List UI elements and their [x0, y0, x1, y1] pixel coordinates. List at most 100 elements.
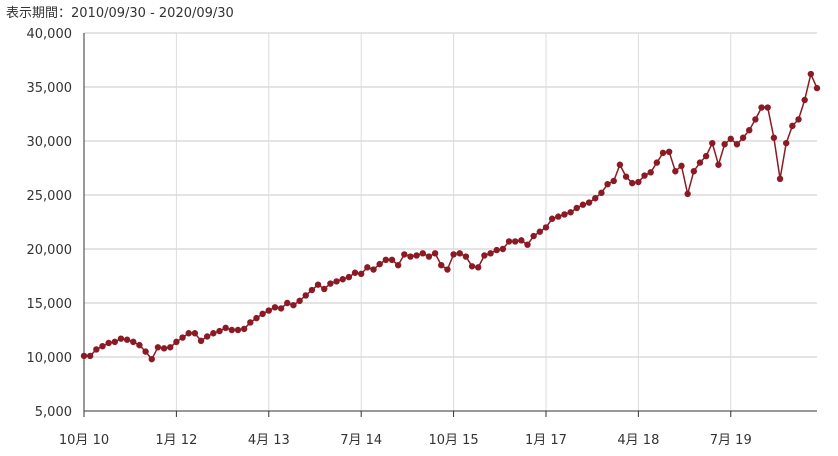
data-point	[413, 252, 420, 259]
data-point	[752, 116, 759, 123]
data-point	[240, 325, 248, 333]
data-point	[770, 134, 778, 141]
data-point	[487, 250, 494, 257]
data-point	[585, 199, 593, 206]
data-point	[339, 276, 346, 283]
data-point	[715, 161, 722, 168]
data-point	[813, 84, 821, 92]
data-point	[807, 70, 815, 78]
display-period-range: 2010/09/30 - 2020/09/30	[71, 6, 234, 21]
data-point	[450, 251, 457, 258]
data-point	[690, 168, 698, 175]
data-point	[555, 213, 562, 220]
data-point	[117, 335, 125, 342]
data-point	[197, 337, 205, 344]
data-point	[271, 304, 279, 311]
data-point	[475, 264, 482, 271]
data-point	[123, 336, 131, 343]
data-point	[641, 172, 648, 179]
data-point	[210, 330, 217, 337]
data-point	[659, 149, 667, 157]
data-point	[789, 122, 796, 130]
data-point	[622, 173, 630, 180]
data-point	[629, 179, 636, 187]
data-point	[468, 263, 476, 270]
data-point	[308, 286, 316, 294]
data-point	[536, 228, 544, 235]
x-tick-label: 7月 14	[340, 433, 382, 448]
data-point	[665, 148, 673, 155]
data-point	[518, 237, 525, 244]
x-tick-label: 1月 17	[525, 433, 567, 448]
y-tick-label: 40,000	[27, 27, 73, 42]
data-point	[542, 224, 550, 231]
data-point	[672, 168, 679, 175]
data-point	[376, 260, 383, 268]
data-point	[234, 326, 242, 334]
data-point	[216, 327, 223, 335]
data-point	[462, 253, 470, 260]
data-point	[351, 269, 359, 276]
data-point	[401, 251, 408, 258]
data-point	[438, 262, 445, 269]
data-point	[247, 319, 254, 326]
data-point	[764, 104, 771, 111]
data-point	[481, 252, 488, 259]
data-point	[783, 139, 790, 147]
data-point	[345, 273, 353, 281]
y-axis-ticks: 5,000 10,000 15,000 20,000 25,000 30,000 35,00…	[27, 27, 73, 420]
data-point	[130, 338, 137, 346]
data-point	[277, 305, 285, 312]
data-point	[111, 338, 118, 346]
data-point	[739, 134, 747, 141]
x-tick-label: 10月 15	[428, 433, 478, 448]
data-point	[653, 159, 661, 166]
y-tick-label: 20,000	[27, 243, 73, 258]
data-point	[228, 326, 236, 334]
data-point	[776, 175, 784, 182]
data-point	[727, 135, 734, 143]
data-point	[419, 250, 426, 257]
data-point	[407, 253, 414, 260]
data-point	[167, 344, 174, 351]
x-axis-ticks: 10月 10 1月 12 4月 13 7月 14 10月 15 1月 17 4月 18 7月 …	[59, 433, 752, 448]
data-point	[99, 343, 106, 350]
data-point	[499, 245, 507, 253]
data-point	[493, 246, 500, 254]
data-point	[524, 241, 531, 248]
data-point	[394, 262, 402, 269]
data-point	[357, 270, 365, 278]
data-point	[179, 334, 186, 341]
data-point	[105, 339, 112, 347]
data-point	[684, 190, 691, 198]
data-point	[222, 324, 229, 332]
x-tick-label: 7月 19	[710, 433, 752, 448]
data-point	[425, 253, 433, 260]
data-point	[259, 310, 266, 317]
data-point	[592, 195, 599, 202]
y-tick-label: 10,000	[27, 351, 73, 366]
data-point	[702, 152, 710, 160]
data-point	[80, 352, 88, 360]
data-point	[548, 215, 556, 222]
data-point	[758, 104, 765, 111]
data-point	[388, 256, 396, 263]
data-point	[733, 141, 741, 148]
data-point	[598, 189, 605, 197]
data-point	[567, 209, 574, 216]
data-point	[160, 345, 168, 352]
data-point	[154, 344, 162, 351]
data-point	[444, 266, 451, 273]
x-tick-label: 4月 18	[617, 433, 659, 448]
data-point	[370, 266, 377, 273]
x-tick-label: 4月 13	[248, 433, 290, 448]
series-line	[84, 71, 818, 361]
data-point	[530, 232, 537, 240]
data-point	[253, 314, 260, 322]
x-tick-label: 10月 10	[59, 433, 109, 448]
data-point	[795, 116, 802, 123]
data-point	[302, 292, 309, 299]
data-point	[604, 181, 611, 188]
data-point	[185, 330, 192, 337]
